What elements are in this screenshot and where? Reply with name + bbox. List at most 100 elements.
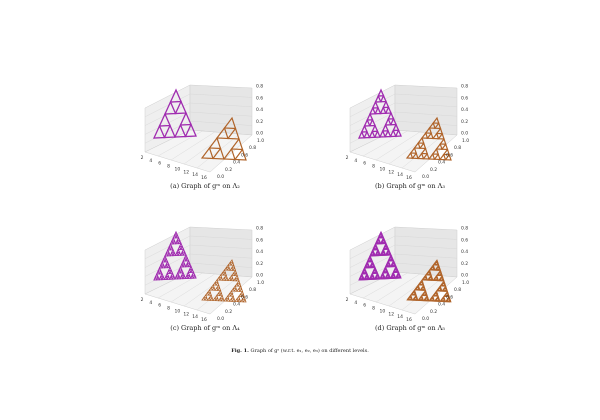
subplot: 0.00.20.40.60.80.00.20.40.60.81.02468101… (141, 84, 265, 191)
fractal-cell (435, 263, 438, 266)
fractal-cell (230, 272, 236, 277)
fractal-cell (414, 286, 418, 290)
fractal-cell (429, 297, 432, 301)
x-tick-label: 10 (380, 166, 386, 172)
y-tick-label: 0.0 (422, 174, 429, 180)
fractal-cell (387, 261, 391, 265)
fractal-cell (442, 280, 446, 283)
fractal-cell (387, 272, 390, 277)
fractal-cell (371, 253, 375, 257)
fractal-cell (420, 297, 424, 300)
fractal-cell (392, 269, 396, 274)
pane-grid (189, 120, 253, 126)
fractal-cell (439, 272, 443, 275)
fractal-cell (440, 274, 444, 278)
fractal-cell (418, 282, 422, 286)
fractal-cell (374, 253, 378, 257)
fractal-cell (436, 263, 440, 266)
fractal-cell (428, 298, 431, 302)
pane-grid (394, 93, 458, 98)
fractal-cell (176, 268, 182, 274)
fractal-cell (204, 291, 210, 296)
pane-grid (394, 111, 458, 117)
fractal-cell (173, 123, 187, 138)
fractal-cell (238, 288, 244, 292)
z-tick-label: 0.8 (461, 226, 468, 232)
fractal-cell (230, 295, 235, 300)
fractal-cell (227, 277, 232, 282)
fractal-cell (437, 264, 440, 267)
fractal-cell (363, 268, 367, 272)
fractal-cell (369, 275, 373, 279)
fractal-cell (377, 276, 381, 280)
fractal-cell (381, 248, 385, 252)
fractal-cell (446, 293, 450, 296)
back-pane (189, 84, 253, 136)
x-tick-label: 12 (183, 169, 189, 175)
fractal-cell (214, 294, 219, 299)
fractal-cell (169, 239, 174, 245)
fractal-cell (158, 263, 163, 269)
fractal-cell (379, 252, 383, 257)
fractal-cell (376, 273, 380, 277)
fractal-cell (428, 270, 431, 274)
fractal-cell (182, 274, 187, 280)
fractal-cell (409, 295, 413, 299)
pane-grid (394, 253, 458, 259)
x-tick-label: 14 (397, 314, 403, 320)
fractal-cell (420, 294, 423, 298)
fractal-cell (359, 274, 363, 278)
fractal-cell (178, 265, 183, 271)
pane-grid (189, 102, 253, 107)
x-tick-label: 14 (192, 172, 198, 178)
fractal-cell (221, 276, 226, 281)
fractal-cell (166, 275, 171, 280)
x-tick-label: 16 (201, 317, 207, 323)
fractal-cell (366, 275, 370, 279)
fractal-cell (440, 276, 444, 279)
fractal-cell (442, 284, 445, 287)
fractal-cell (384, 270, 388, 274)
fractal-cell (444, 294, 448, 298)
y-tick-label: 0.4 (233, 160, 240, 166)
fractal-cell (380, 251, 384, 255)
fractal-cell (413, 290, 416, 294)
fractal-cell (388, 250, 392, 255)
y-tick-label: 1.0 (257, 280, 264, 286)
fractal-cell (381, 235, 385, 239)
z-tick-label: 0.4 (461, 107, 468, 113)
fractal-cell (226, 292, 232, 297)
fractal-cell (421, 285, 424, 289)
pane-grid (349, 235, 396, 259)
fractal-cell (433, 262, 437, 266)
fractal-cell (426, 297, 430, 301)
fractal-cell (365, 260, 369, 265)
fractal-cell (435, 299, 438, 302)
fractal-cell (381, 252, 384, 256)
fractal-cell (387, 275, 390, 280)
fractal-cell (364, 275, 367, 279)
fractal-cell (214, 286, 219, 291)
fractal-cell (162, 254, 167, 260)
fractal-cell (439, 270, 442, 274)
fractal-cell (223, 297, 228, 302)
fractal-cell (420, 280, 424, 284)
z-tick-label: 0.0 (256, 131, 263, 137)
x-tick-label: 4 (149, 300, 152, 306)
fractal-cell (444, 286, 448, 290)
fractal-cell (392, 259, 395, 263)
fractal-cell (366, 262, 370, 266)
fractal-cell (222, 147, 236, 161)
fractal-cell (161, 275, 166, 281)
fractal-cell (435, 277, 439, 280)
fractal-cell (413, 291, 417, 295)
fractal-cell (181, 259, 186, 265)
fractal-cell (366, 273, 369, 278)
fractal-cell (409, 296, 413, 300)
fractal-cell (227, 261, 232, 266)
fractal-cell (396, 269, 400, 273)
fractal-cell (387, 252, 391, 256)
fractal-cell (418, 297, 421, 300)
fractal-cell (397, 272, 401, 276)
z-tick-label: 0.0 (256, 273, 263, 279)
